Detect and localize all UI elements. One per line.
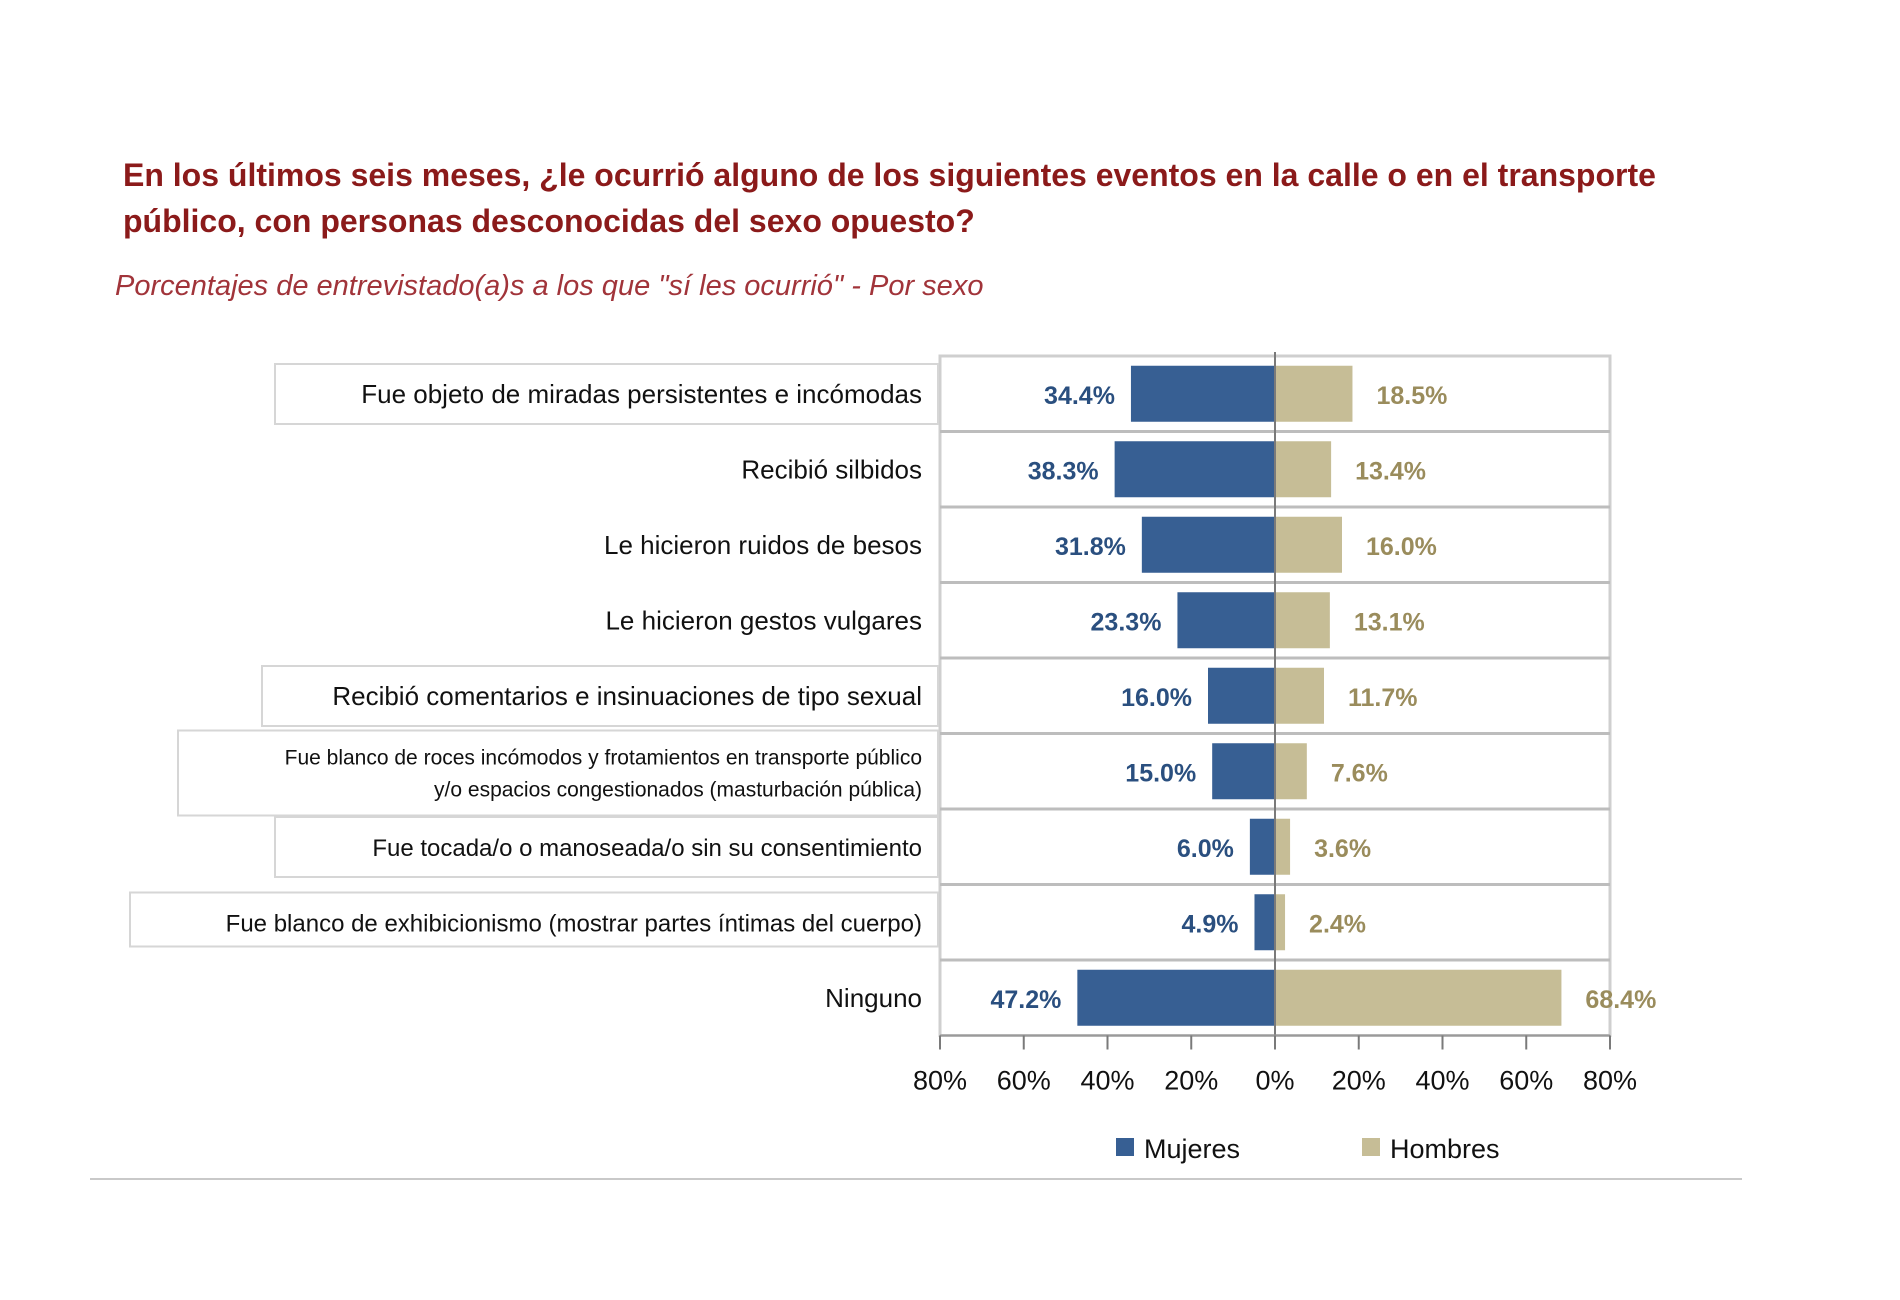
data-label-hombres: 2.4% xyxy=(1309,910,1366,938)
x-tick-label: 0% xyxy=(1255,1066,1294,1096)
data-label-hombres: 3.6% xyxy=(1314,835,1371,863)
x-tick-label: 80% xyxy=(1583,1066,1637,1096)
data-label-mujeres: 31.8% xyxy=(1055,533,1126,561)
category-label: Fue blanco de exhibicionismo (mostrar pa… xyxy=(226,910,922,937)
data-label-hombres: 13.1% xyxy=(1354,608,1425,636)
bar-mujeres xyxy=(1077,969,1275,1026)
data-label-hombres: 11.7% xyxy=(1348,684,1418,712)
category-label: y/o espacios congestionados (masturbació… xyxy=(434,778,922,801)
x-tick-label: 40% xyxy=(1080,1066,1134,1096)
category-label-box xyxy=(129,891,939,948)
bar-hombres xyxy=(1275,592,1330,649)
data-label-hombres: 68.4% xyxy=(1585,986,1656,1014)
category-label: Recibió comentarios e insinuaciones de t… xyxy=(332,681,922,711)
category-label: Ninguno xyxy=(825,983,922,1013)
bar-hombres xyxy=(1275,516,1342,573)
bar-hombres xyxy=(1275,441,1332,498)
bar-hombres xyxy=(1275,743,1307,800)
x-tick-label: 40% xyxy=(1415,1066,1469,1096)
category-label-box xyxy=(274,363,939,425)
data-label-hombres: 18.5% xyxy=(1376,382,1447,410)
bar-mujeres xyxy=(1141,516,1275,573)
data-label-mujeres: 23.3% xyxy=(1091,608,1162,636)
category-label: Recibió silbidos xyxy=(741,454,922,484)
legend-swatch-hombres xyxy=(1362,1138,1380,1156)
category-label-box xyxy=(177,729,939,817)
bar-mujeres xyxy=(1177,592,1275,649)
data-label-mujeres: 38.3% xyxy=(1028,457,1099,485)
data-label-mujeres: 15.0% xyxy=(1125,759,1196,787)
x-tick-label: 80% xyxy=(913,1066,967,1096)
category-label: Fue tocada/o o manoseada/o sin su consen… xyxy=(372,835,922,862)
bar-mujeres xyxy=(1249,818,1275,875)
data-label-mujeres: 16.0% xyxy=(1121,684,1192,712)
bar-hombres xyxy=(1275,894,1286,951)
data-label-mujeres: 6.0% xyxy=(1177,835,1234,863)
data-label-hombres: 7.6% xyxy=(1331,759,1388,787)
category-label: Le hicieron gestos vulgares xyxy=(605,605,922,635)
x-tick-label: 60% xyxy=(997,1066,1051,1096)
data-label-mujeres: 47.2% xyxy=(990,986,1061,1014)
data-label-mujeres: 4.9% xyxy=(1181,910,1238,938)
bar-mujeres xyxy=(1254,894,1275,951)
bottom-divider xyxy=(90,1178,1742,1180)
category-label: Fue blanco de roces incómodos y frotamie… xyxy=(285,746,922,769)
category-label-box xyxy=(274,816,939,878)
x-tick-label: 60% xyxy=(1499,1066,1553,1096)
bar-mujeres xyxy=(1212,743,1275,800)
bar-hombres xyxy=(1275,818,1291,875)
legend-swatch-mujeres xyxy=(1116,1138,1134,1156)
data-label-hombres: 13.4% xyxy=(1355,457,1426,485)
category-label: Le hicieron ruidos de besos xyxy=(604,530,922,560)
chart-subtitle: Porcentajes de entrevistado(a)s a los qu… xyxy=(115,270,984,302)
bar-mujeres xyxy=(1208,667,1275,724)
x-tick-label: 20% xyxy=(1164,1066,1218,1096)
legend-label-mujeres: Mujeres xyxy=(1144,1134,1240,1164)
legend-label-hombres: Hombres xyxy=(1390,1134,1500,1164)
bar-hombres xyxy=(1275,365,1353,422)
category-label: Fue objeto de miradas persistentes e inc… xyxy=(361,379,922,409)
bar-hombres xyxy=(1275,969,1562,1026)
data-label-mujeres: 34.4% xyxy=(1044,382,1115,410)
bar-mujeres xyxy=(1130,365,1275,422)
chart-title: En los últimos seis meses, ¿le ocurrió a… xyxy=(123,157,1656,239)
bar-mujeres xyxy=(1114,441,1275,498)
x-tick-label: 20% xyxy=(1332,1066,1386,1096)
data-label-hombres: 16.0% xyxy=(1366,533,1437,561)
bar-hombres xyxy=(1275,667,1324,724)
category-label-box xyxy=(261,665,939,727)
